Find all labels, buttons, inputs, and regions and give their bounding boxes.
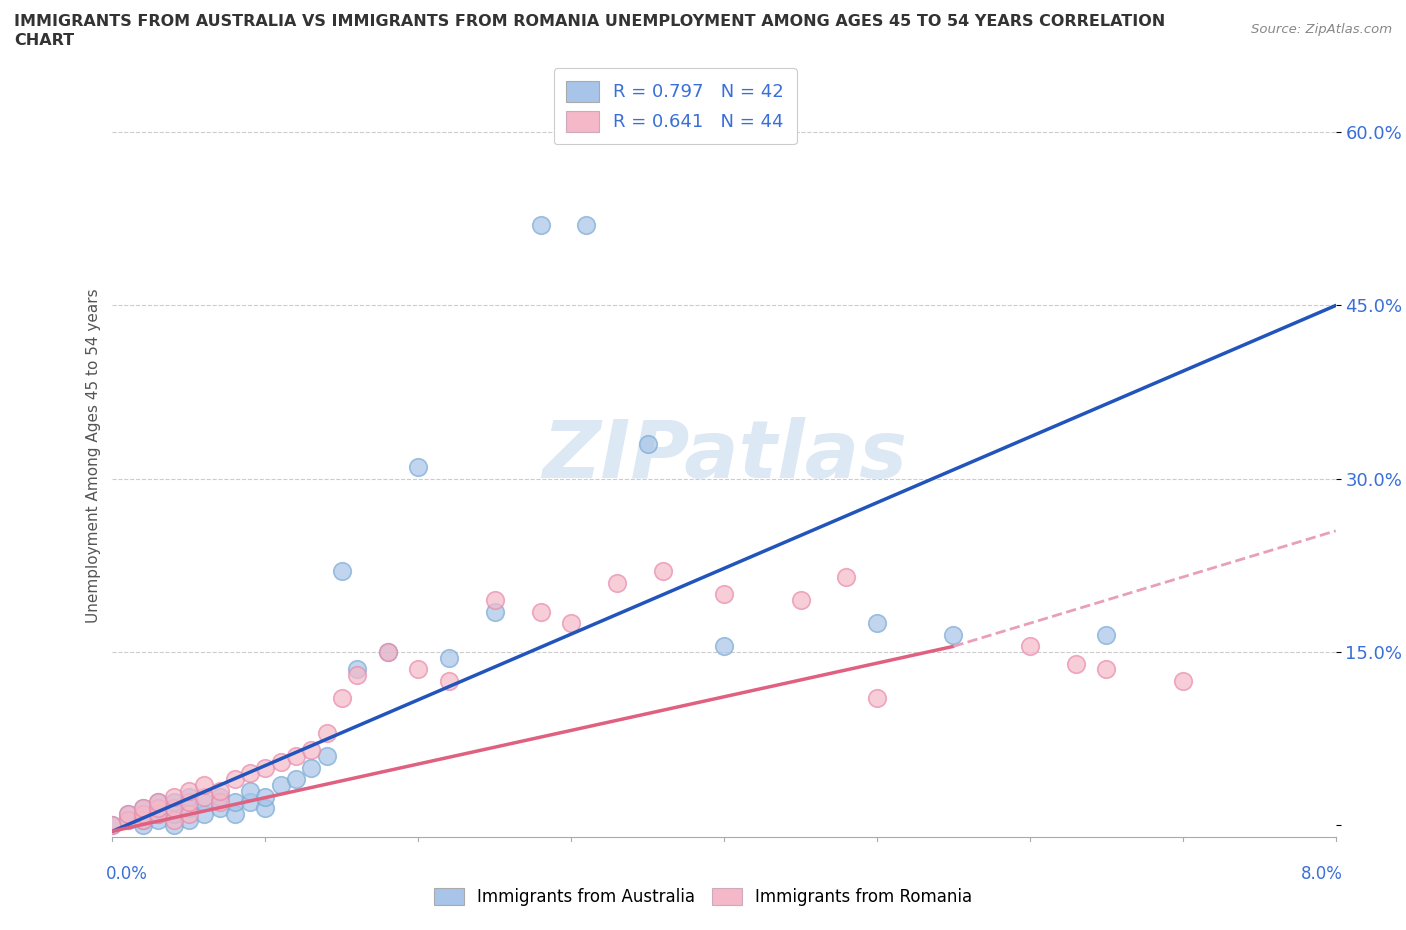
Point [575,218,598,232]
Point [224,795,246,810]
Y-axis label: Unemployment Among Ages 45 to 54 years: Unemployment Among Ages 45 to 54 years [86,288,101,623]
Point [713,639,735,654]
Point [866,616,889,631]
Point [148,806,170,821]
Point [606,576,628,591]
Point [163,801,186,816]
Point [132,801,155,816]
Point [437,673,460,688]
Point [346,662,368,677]
Point [529,218,551,232]
Point [239,795,262,810]
Point [208,790,231,804]
Point [177,806,200,821]
Point [163,806,186,821]
Point [529,604,551,619]
Point [835,569,858,584]
Point [117,812,139,827]
Point [177,795,200,810]
Point [866,691,889,706]
Point [132,812,155,827]
Point [177,812,200,827]
Text: 8.0%: 8.0% [1301,865,1343,883]
Point [408,459,430,474]
Point [315,749,337,764]
Point [132,812,155,827]
Text: Source: ZipAtlas.com: Source: ZipAtlas.com [1251,23,1392,36]
Point [284,772,308,787]
Point [330,564,353,578]
Point [299,760,322,775]
Point [148,806,170,821]
Point [132,818,155,833]
Point [163,818,186,833]
Point [177,790,200,804]
Point [1018,639,1040,654]
Point [117,812,139,827]
Point [1064,657,1087,671]
Point [560,616,582,631]
Legend: Immigrants from Australia, Immigrants from Romania: Immigrants from Australia, Immigrants fr… [427,881,979,912]
Point [1171,673,1194,688]
Point [254,801,277,816]
Legend: R = 0.797   N = 42, R = 0.641   N = 44: R = 0.797 N = 42, R = 0.641 N = 44 [554,68,797,144]
Point [101,818,124,833]
Point [163,795,186,810]
Point [224,806,246,821]
Point [117,806,139,821]
Point [942,628,965,643]
Point [270,777,292,792]
Point [484,604,506,619]
Point [652,564,675,578]
Point [254,790,277,804]
Point [437,650,460,665]
Point [177,783,200,798]
Point [484,592,506,607]
Point [224,772,246,787]
Point [163,812,186,827]
Point [408,662,430,677]
Point [193,806,215,821]
Point [346,668,368,683]
Point [330,691,353,706]
Point [163,790,186,804]
Point [315,725,337,740]
Point [713,587,735,602]
Point [1095,628,1118,643]
Point [177,801,200,816]
Point [208,795,231,810]
Text: 0.0%: 0.0% [105,865,148,883]
Point [270,754,292,769]
Point [148,801,170,816]
Point [284,749,308,764]
Text: ZIPatlas: ZIPatlas [541,417,907,495]
Point [254,760,277,775]
Point [239,766,262,781]
Point [193,795,215,810]
Point [193,777,215,792]
Point [1095,662,1118,677]
Point [101,818,124,833]
Text: CHART: CHART [14,33,75,47]
Point [132,801,155,816]
Point [789,592,811,607]
Point [239,783,262,798]
Point [148,795,170,810]
Point [299,743,322,758]
Point [117,806,139,821]
Point [208,783,231,798]
Point [132,806,155,821]
Text: IMMIGRANTS FROM AUSTRALIA VS IMMIGRANTS FROM ROMANIA UNEMPLOYMENT AMONG AGES 45 : IMMIGRANTS FROM AUSTRALIA VS IMMIGRANTS … [14,14,1166,29]
Point [148,795,170,810]
Point [148,812,170,827]
Point [377,644,399,659]
Point [377,644,399,659]
Point [193,790,215,804]
Point [208,801,231,816]
Point [637,437,659,452]
